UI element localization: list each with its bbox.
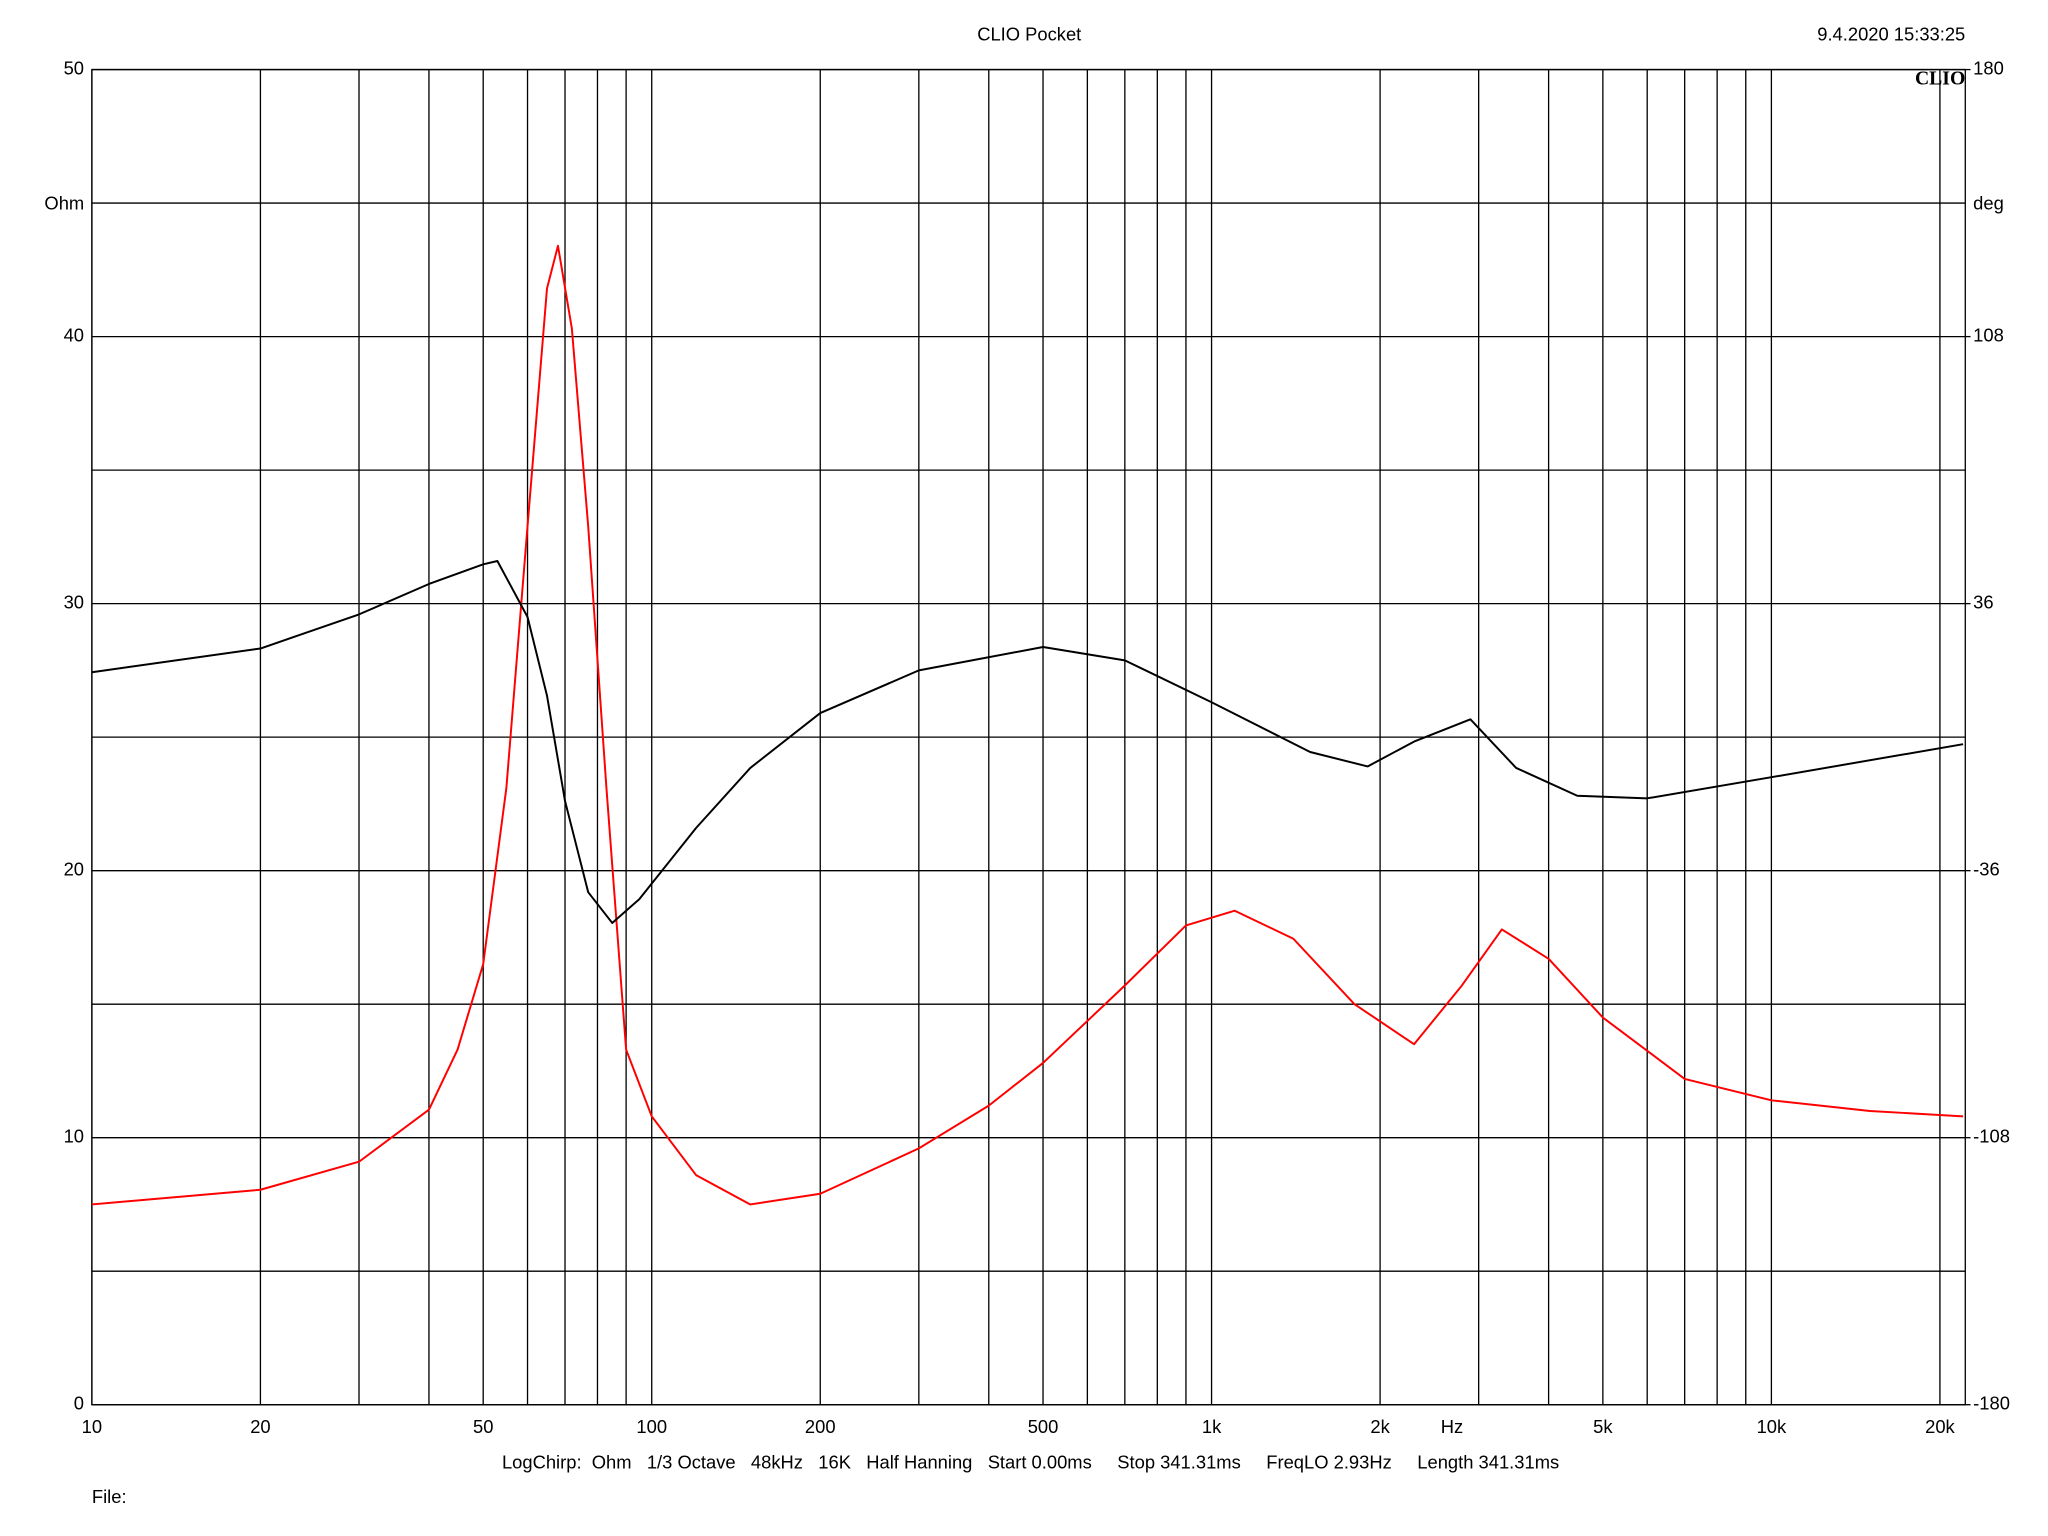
x-tick-label: 100: [636, 1416, 667, 1437]
x-axis-label: Hz: [1441, 1416, 1463, 1437]
y-tick-label: 10: [64, 1126, 84, 1147]
x-tick-label: 50: [473, 1416, 493, 1437]
x-tick-label: 20k: [1925, 1416, 1955, 1437]
file-label: File:: [92, 1486, 127, 1507]
x-tick-label: 2k: [1370, 1416, 1390, 1437]
x-tick-label: 1k: [1202, 1416, 1222, 1437]
y2-tick-label: 36: [1973, 591, 1993, 612]
y-tick-label: 50: [64, 57, 84, 78]
series-line: [91, 244, 1964, 1206]
x-tick-label: 10k: [1757, 1416, 1787, 1437]
x-tick-label: 10: [82, 1416, 102, 1437]
x-tick-label: 5k: [1593, 1416, 1613, 1437]
plot-frame: [91, 68, 1966, 1406]
y2-tick-label: -108: [1973, 1126, 2010, 1147]
y2-tick-label: -36: [1973, 859, 2000, 880]
y2-tick-label: -180: [1973, 1393, 2010, 1414]
y2-tick-label: 180: [1973, 57, 2004, 78]
y-tick-label: 30: [64, 591, 84, 612]
y-tick-label: 40: [64, 324, 84, 345]
x-tick-label: 20: [250, 1416, 270, 1437]
y-axis-label: Ohm: [44, 193, 84, 214]
y2-axis-label: deg: [1973, 193, 2004, 214]
timestamp: 9.4.2020 15:33:25: [1817, 23, 1965, 44]
x-tick-label: 200: [805, 1416, 836, 1437]
y2-tick-label: 108: [1973, 324, 2004, 345]
series-line: [91, 559, 1964, 924]
x-tick-label: 500: [1028, 1416, 1059, 1437]
y-tick-label: 0: [74, 1393, 84, 1414]
chart-title: CLIO Pocket: [977, 23, 1081, 44]
y-tick-label: 20: [64, 859, 84, 880]
footer: LogChirp: Ohm 1/3 Octave 48kHz 16K Half …: [502, 1452, 1559, 1473]
